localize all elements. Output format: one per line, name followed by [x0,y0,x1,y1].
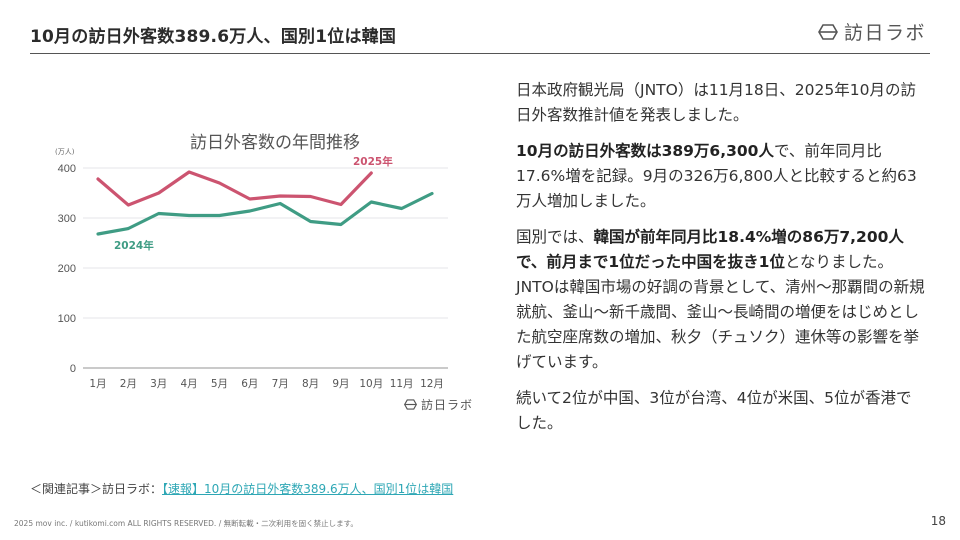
line-chart: 訪日外客数の年間推移 (万人) 0 100 200 300 400 1月 2月 3月 4月 5月 6… [50,120,480,420]
related-article-link[interactable]: 【速報】10月の訪日外客数389.6万人、国別1位は韓国 [162,482,454,496]
page-title: 10月の訪日外客数389.6万人、国別1位は韓国 [30,27,397,47]
x-tick-label: 4月 [180,378,197,390]
x-tick-label: 3月 [150,378,167,390]
x-tick-label: 5月 [211,378,228,390]
series-line-2025年 [96,170,373,207]
copyright-footer: 2025 mov inc. / kutikomi.com ALL RIGHTS … [14,519,358,528]
chart-watermark: 訪日ラボ [404,396,473,413]
y-tick-label: 200 [58,263,76,275]
paragraph-total: 10月の訪日外客数は389万6,300人で、前年同月比17.6%増を記録。9月の… [516,139,926,214]
highlight-korea: 韓国が前年同月比18.4%増の86万7,200人で、前月まで1位だった中国を抜き… [516,228,904,271]
highlight-total: 10月の訪日外客数は389万6,300人 [516,142,774,160]
related-prefix: ＜関連記事＞訪日ラボ： [30,482,163,496]
x-tick-label: 10月 [359,378,383,390]
x-tick-label: 8月 [302,378,319,390]
chart-title: 訪日外客数の年間推移 [190,133,360,153]
y-tick-label: 400 [58,163,76,175]
paragraph-total-rest: で、前年同月比17.6%増を記録。9月の326万6,800人と比較すると約63万… [516,142,917,210]
series-label-2024: 2024年 [114,239,154,252]
paragraph-country-rest: となりました。JNTOは韓国市場の好調の背景として、清州〜那覇間の新規就航、釜山… [516,253,925,371]
x-tick-label: 2月 [120,378,137,390]
paragraph-country-ranking: 国別では、韓国が前年同月比18.4%増の86万7,200人で、前月まで1位だった… [516,225,926,375]
chart-plot: 0 100 200 300 400 1月 2月 3月 4月 5月 6月 7月 8月 9月 10月 11月 12月… [58,155,448,390]
slide-header: 10月の訪日外客数389.6万人、国別1位は韓国 訪日ラボ [30,16,930,54]
brand-icon [404,399,417,410]
y-tick-label: 300 [58,213,76,225]
related-article: ＜関連記事＞訪日ラボ：【速報】10月の訪日外客数389.6万人、国別1位は韓国 [30,480,453,497]
brand-name: 訪日ラボ [843,22,926,44]
x-tick-label: 7月 [272,378,289,390]
page-number: 18 [930,514,946,528]
x-tick-label: 9月 [332,378,349,390]
y-axis-unit: (万人) [55,148,75,156]
paragraph-other-ranks: 続いて2位が中国、3位が台湾、4位が米国、5位が香港でした。 [516,389,912,432]
x-tick-label: 12月 [420,378,444,390]
article-body: 日本政府観光局（JNTO）は11月18日、2025年10月の訪日外客数推計値を発… [516,78,926,447]
y-tick-label: 100 [58,313,76,325]
paragraph-announcement: 日本政府観光局（JNTO）は11月18日、2025年10月の訪日外客数推計値を発… [516,81,916,124]
watermark-text: 訪日ラボ [421,398,474,412]
paragraph-country-pre: 国別では、 [516,228,594,246]
y-tick-label: 0 [70,363,76,375]
x-tick-label: 6月 [241,378,258,390]
brand-icon [818,23,838,40]
x-tick-label: 1月 [89,378,106,390]
series-line-2024年 [96,191,434,236]
series-label-2025: 2025年 [353,155,393,168]
x-tick-label: 11月 [390,378,414,390]
brand-logo: 訪日ラボ [818,18,926,45]
